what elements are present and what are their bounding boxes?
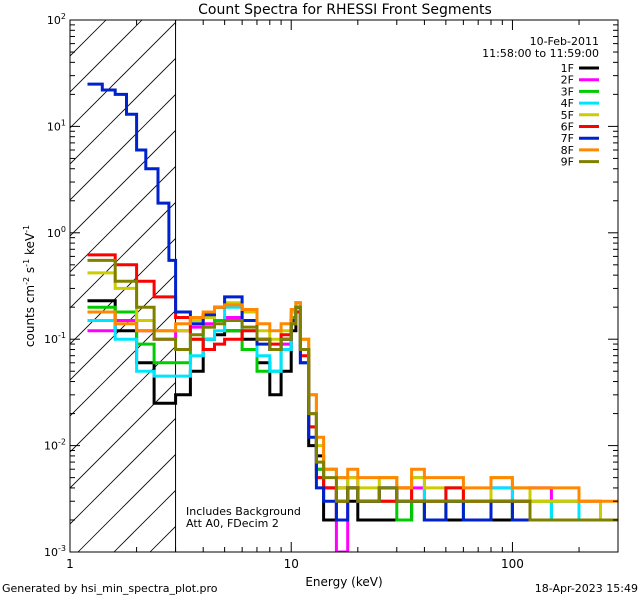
hatch-line [70,345,176,453]
y-tick-label: 100 [47,225,66,240]
hatch-line [70,93,176,201]
hatch-line [70,129,176,237]
y-axis-label-group: counts cm-2 s-1 keV-1 [22,225,37,347]
hatch-line [70,165,176,273]
x-tick-label: 1 [66,557,74,571]
series-line-7F [87,82,618,522]
footer-generator: Generated by hsi_min_spectra_plot.pro [2,582,218,595]
legend-label-7F: 7F [561,132,574,145]
x-tick-label: 100 [501,557,524,571]
legend-label-4F: 4F [561,97,574,110]
y-tick-label: 102 [47,12,66,27]
axis-ticks [69,19,619,553]
hatch-line [70,20,143,93]
hatch-line [70,417,176,525]
footer-timestamp: 18-Apr-2023 15:49 [534,582,638,595]
x-tick-label: 10 [284,557,299,571]
y-tick-label: 10-1 [44,331,66,346]
legend-label-2F: 2F [561,74,574,87]
annotation-background: Includes Background [186,505,301,518]
y-tick-label: 101 [47,118,66,133]
chart-title: Count Spectra for RHESSI Front Segments [198,2,492,18]
hatch-line [77,453,176,552]
legend-label-6F: 6F [561,121,574,134]
y-tick-labels: 102 101 100 10-1 10-2 10-3 [44,12,66,559]
legend-label-3F: 3F [561,85,574,98]
annotation-attenuator: Att A0, FDecim 2 [186,517,279,530]
x-axis-label: Energy (keV) [305,575,382,589]
hatch-line [70,381,176,489]
plot-frame [69,19,619,553]
observation-date: 10-Feb-2011 [530,35,599,48]
excluded-region-hatch [70,20,176,552]
observation-time-range: 11:58:00 to 11:59:00 [482,47,599,60]
hatch-line [70,21,176,129]
hatch-line [70,237,176,345]
hatch-line [70,20,107,57]
series-line-6F [87,253,618,522]
series-layer [87,82,618,552]
series-line-2F [87,310,618,552]
series-line-9F [87,258,618,522]
series-line-5F [87,271,618,522]
legend-label-9F: 9F [561,156,574,169]
y-tick-label: 10-2 [44,438,66,453]
y-axis-label: counts cm-2 s-1 keV-1 [22,225,37,347]
legend-label-5F: 5F [561,109,574,122]
legend-label-1F: 1F [561,62,574,75]
x-tick-labels: 1 10 100 [66,557,524,571]
hatch-line [70,201,176,309]
hatch-line [70,273,176,381]
y-tick-label: 10-3 [44,544,66,559]
legend-label-8F: 8F [561,144,574,157]
